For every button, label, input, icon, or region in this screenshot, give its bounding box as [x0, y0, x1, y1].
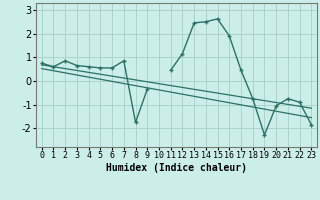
X-axis label: Humidex (Indice chaleur): Humidex (Indice chaleur): [106, 163, 247, 173]
